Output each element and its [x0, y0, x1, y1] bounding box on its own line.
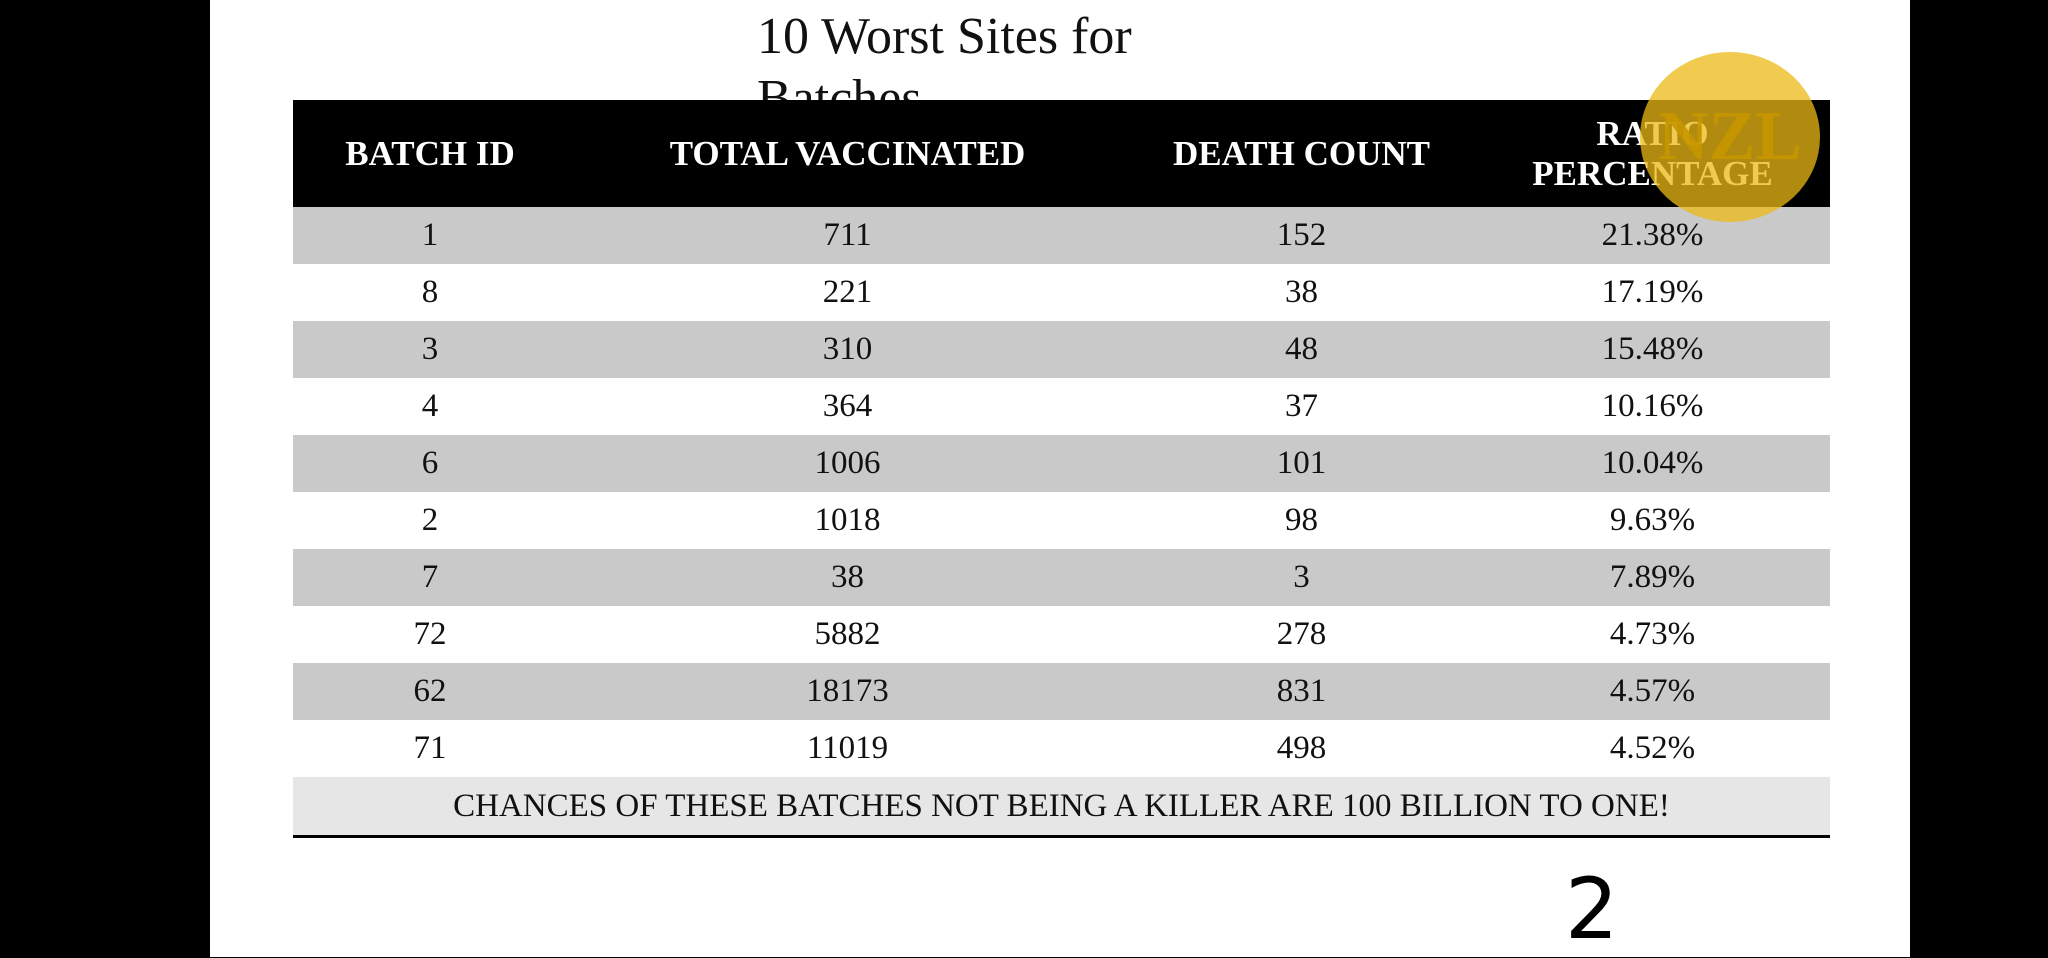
table-cell: 6	[293, 435, 567, 492]
table-cell: 310	[567, 321, 1128, 378]
page-number: 2	[1565, 860, 1619, 958]
table-cell: 11019	[806, 730, 889, 766]
table-cell: 2	[421, 502, 439, 538]
table-cell: 7.89%	[1475, 549, 1830, 606]
footer-note: CHANCES OF THESE BATCHES NOT BEING A KIL…	[293, 777, 1830, 838]
table-cell: 62	[293, 663, 567, 720]
table-cell: 18173	[567, 663, 1128, 720]
table-cell: 48	[1128, 321, 1475, 378]
table-cell: 4.52%	[1609, 730, 1696, 766]
table-cell: 152	[1128, 207, 1475, 264]
table-cell: 831	[1128, 663, 1475, 720]
table-cell: 221	[822, 274, 873, 310]
table-body: 1 711 152 21.38% 8 221 38 17.19% 3 310 48 15.48% 4 36…	[293, 207, 1830, 838]
column-header: TOTAL VACCINATED	[567, 100, 1128, 207]
table-row: 7 38 3 7.89%	[293, 549, 1830, 606]
table-cell: 101	[1128, 435, 1475, 492]
table-cell: 498	[1276, 730, 1327, 766]
table-cell: 3	[1128, 549, 1475, 606]
table-cell: 4.73%	[1609, 616, 1696, 652]
table-cell: 4.57%	[1475, 663, 1830, 720]
column-header: BATCH ID	[293, 100, 567, 207]
table-cell: 711	[567, 207, 1128, 264]
table-row: 71 11019 498 4.52%	[293, 720, 1830, 777]
column-header: DEATH COUNT	[1128, 100, 1475, 207]
table-cell: 1	[293, 207, 567, 264]
table-cell: 8	[421, 274, 439, 310]
table-row: 8 221 38 17.19%	[293, 264, 1830, 321]
table-row: 72 5882 278 4.73%	[293, 606, 1830, 663]
table-cell: 5882	[814, 616, 881, 652]
table-cell: 38	[1285, 274, 1318, 310]
table-cell: 37	[1285, 388, 1318, 424]
table-cell: 1006	[567, 435, 1128, 492]
table-cell: 364	[822, 388, 873, 424]
table-cell: 38	[567, 549, 1128, 606]
table-cell: 3	[293, 321, 567, 378]
table-row: 3 310 48 15.48%	[293, 321, 1830, 378]
slide: 10 Worst Sites for Batches BATCH ID TOTAL…	[210, 0, 1910, 958]
table-cell: 15.48%	[1475, 321, 1830, 378]
table-row: 2 1018 98 9.63%	[293, 492, 1830, 549]
table-cell: 17.19%	[1601, 274, 1704, 310]
footer-row: CHANCES OF THESE BATCHES NOT BEING A KIL…	[293, 777, 1830, 838]
table-cell: 98	[1285, 502, 1318, 538]
table-cell: 71	[413, 730, 447, 766]
table-cell: 72	[413, 616, 447, 652]
table-cell: 10.04%	[1475, 435, 1830, 492]
table-cell: 10.16%	[1601, 388, 1704, 424]
table-cell: 7	[293, 549, 567, 606]
table-cell: 9.63%	[1609, 502, 1696, 538]
table-row: 62 18173 831 4.57%	[293, 663, 1830, 720]
table-row: 6 1006 101 10.04%	[293, 435, 1830, 492]
table-row: 4 364 37 10.16%	[293, 378, 1830, 435]
table-cell: 21.38%	[1475, 207, 1830, 264]
table-row: 1 711 152 21.38%	[293, 207, 1830, 264]
table-cell: 4	[421, 388, 439, 424]
watermark-logo: NZL	[1640, 52, 1820, 222]
slide-title: 10 Worst Sites for Batches	[757, 8, 1132, 127]
table-cell: 278	[1276, 616, 1327, 652]
table-cell: 1018	[814, 502, 881, 538]
